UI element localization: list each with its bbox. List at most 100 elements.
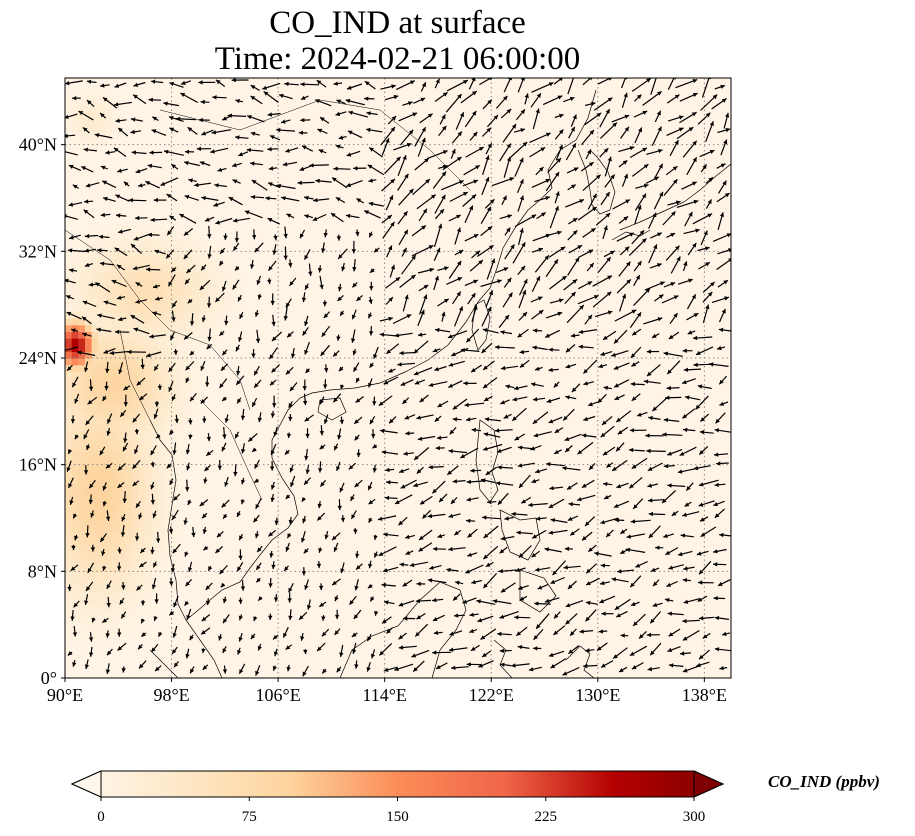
wind-arrow bbox=[198, 117, 210, 123]
concentration-cell bbox=[78, 651, 86, 659]
wind-arrow bbox=[437, 266, 449, 271]
wind-arrow bbox=[185, 377, 190, 384]
wind-arrow bbox=[452, 593, 461, 601]
wind-arrow bbox=[665, 165, 678, 176]
wind-arrow bbox=[569, 628, 577, 637]
wind-arrow bbox=[136, 377, 146, 386]
concentration-cell bbox=[178, 484, 186, 492]
concentration-cell bbox=[111, 591, 119, 599]
concentration-cell bbox=[71, 291, 79, 299]
concentration-cell bbox=[178, 504, 186, 512]
wind-arrow bbox=[483, 525, 499, 539]
concentration-cell bbox=[164, 331, 173, 339]
concentration-cell bbox=[118, 284, 126, 292]
concentration-cell bbox=[224, 264, 233, 272]
wind-arrow bbox=[499, 214, 513, 220]
wind-arrow bbox=[628, 476, 643, 489]
concentration-cell bbox=[71, 331, 79, 339]
wind-arrow bbox=[250, 194, 264, 200]
concentration-cell bbox=[118, 511, 126, 519]
concentration-cell bbox=[211, 264, 219, 272]
concentration-cell bbox=[65, 638, 73, 646]
concentration-cell bbox=[144, 258, 153, 266]
concentration-cell bbox=[151, 431, 159, 439]
concentration-cell bbox=[204, 324, 213, 332]
concentration-cell bbox=[178, 444, 186, 452]
concentration-cell bbox=[198, 271, 206, 279]
wind-arrow bbox=[650, 567, 660, 572]
wind-arrow bbox=[398, 188, 414, 206]
wind-arrow bbox=[232, 217, 251, 223]
concentration-cell bbox=[171, 238, 179, 246]
concentration-cell bbox=[85, 258, 93, 266]
wind-arrow bbox=[169, 578, 174, 586]
concentration-cell bbox=[158, 278, 166, 286]
wind-arrow bbox=[316, 642, 326, 652]
wind-arrow bbox=[484, 417, 501, 422]
wind-arrow bbox=[638, 630, 647, 640]
concentration-cell bbox=[65, 318, 73, 326]
concentration-cell bbox=[231, 284, 239, 292]
wind-arrow bbox=[466, 662, 482, 667]
wind-arrow bbox=[139, 393, 148, 401]
concentration-cell bbox=[105, 231, 113, 239]
concentration-cell bbox=[98, 631, 106, 639]
concentration-cell bbox=[105, 404, 113, 412]
concentration-cell bbox=[191, 418, 199, 426]
concentration-cell bbox=[151, 598, 159, 606]
concentration-cell bbox=[118, 458, 126, 466]
wind-arrow bbox=[319, 444, 326, 450]
concentration-cell bbox=[158, 291, 166, 299]
wind-arrow bbox=[392, 313, 412, 325]
concentration-cell bbox=[65, 271, 73, 279]
concentration-cell bbox=[71, 131, 79, 139]
concentration-cell bbox=[111, 558, 119, 566]
concentration-cell bbox=[111, 564, 119, 572]
wind-arrow bbox=[133, 81, 146, 87]
wind-arrow bbox=[565, 363, 577, 369]
wind-arrow bbox=[102, 196, 116, 202]
concentration-cell bbox=[111, 291, 119, 299]
concentration-cell bbox=[198, 411, 206, 419]
concentration-cell bbox=[164, 371, 173, 379]
wind-arrow bbox=[405, 431, 415, 436]
concentration-cell bbox=[98, 618, 106, 626]
concentration-cell bbox=[158, 591, 166, 599]
wind-arrow bbox=[123, 394, 128, 407]
wind-arrow bbox=[497, 492, 509, 506]
concentration-cell bbox=[78, 258, 86, 266]
wind-arrow bbox=[513, 128, 526, 133]
wind-arrow bbox=[666, 232, 676, 238]
concentration-cell bbox=[144, 424, 153, 432]
wind-arrow bbox=[717, 248, 731, 255]
wind-arrow bbox=[717, 279, 729, 288]
concentration-cell bbox=[91, 391, 99, 399]
concentration-cell bbox=[78, 384, 86, 392]
concentration-cell bbox=[144, 564, 153, 572]
concentration-cell bbox=[218, 324, 226, 332]
concentration-cell bbox=[191, 311, 199, 319]
concentration-cell bbox=[71, 124, 79, 132]
concentration-cell bbox=[184, 324, 193, 332]
colorbar-tick-label: 150 bbox=[386, 809, 409, 825]
concentration-cell bbox=[111, 444, 119, 452]
wind-arrow bbox=[505, 384, 515, 389]
concentration-cell bbox=[98, 118, 106, 126]
wind-arrow bbox=[667, 645, 681, 652]
wind-arrow bbox=[480, 628, 497, 640]
concentration-cell bbox=[111, 284, 119, 292]
wind-arrow bbox=[172, 543, 181, 554]
wind-arrow bbox=[236, 397, 242, 404]
wind-arrow bbox=[448, 380, 463, 388]
concentration-cell bbox=[171, 424, 179, 432]
colorbar-gradient bbox=[70, 770, 725, 798]
wind-arrow bbox=[102, 500, 107, 507]
map-plot-area[interactable] bbox=[60, 73, 735, 679]
concentration-cell bbox=[158, 211, 166, 219]
concentration-cell bbox=[204, 358, 213, 366]
concentration-cell bbox=[105, 558, 113, 566]
wind-arrow bbox=[631, 78, 652, 92]
concentration-cell bbox=[124, 458, 133, 466]
concentration-cell bbox=[124, 538, 133, 546]
wind-arrow bbox=[463, 381, 477, 386]
